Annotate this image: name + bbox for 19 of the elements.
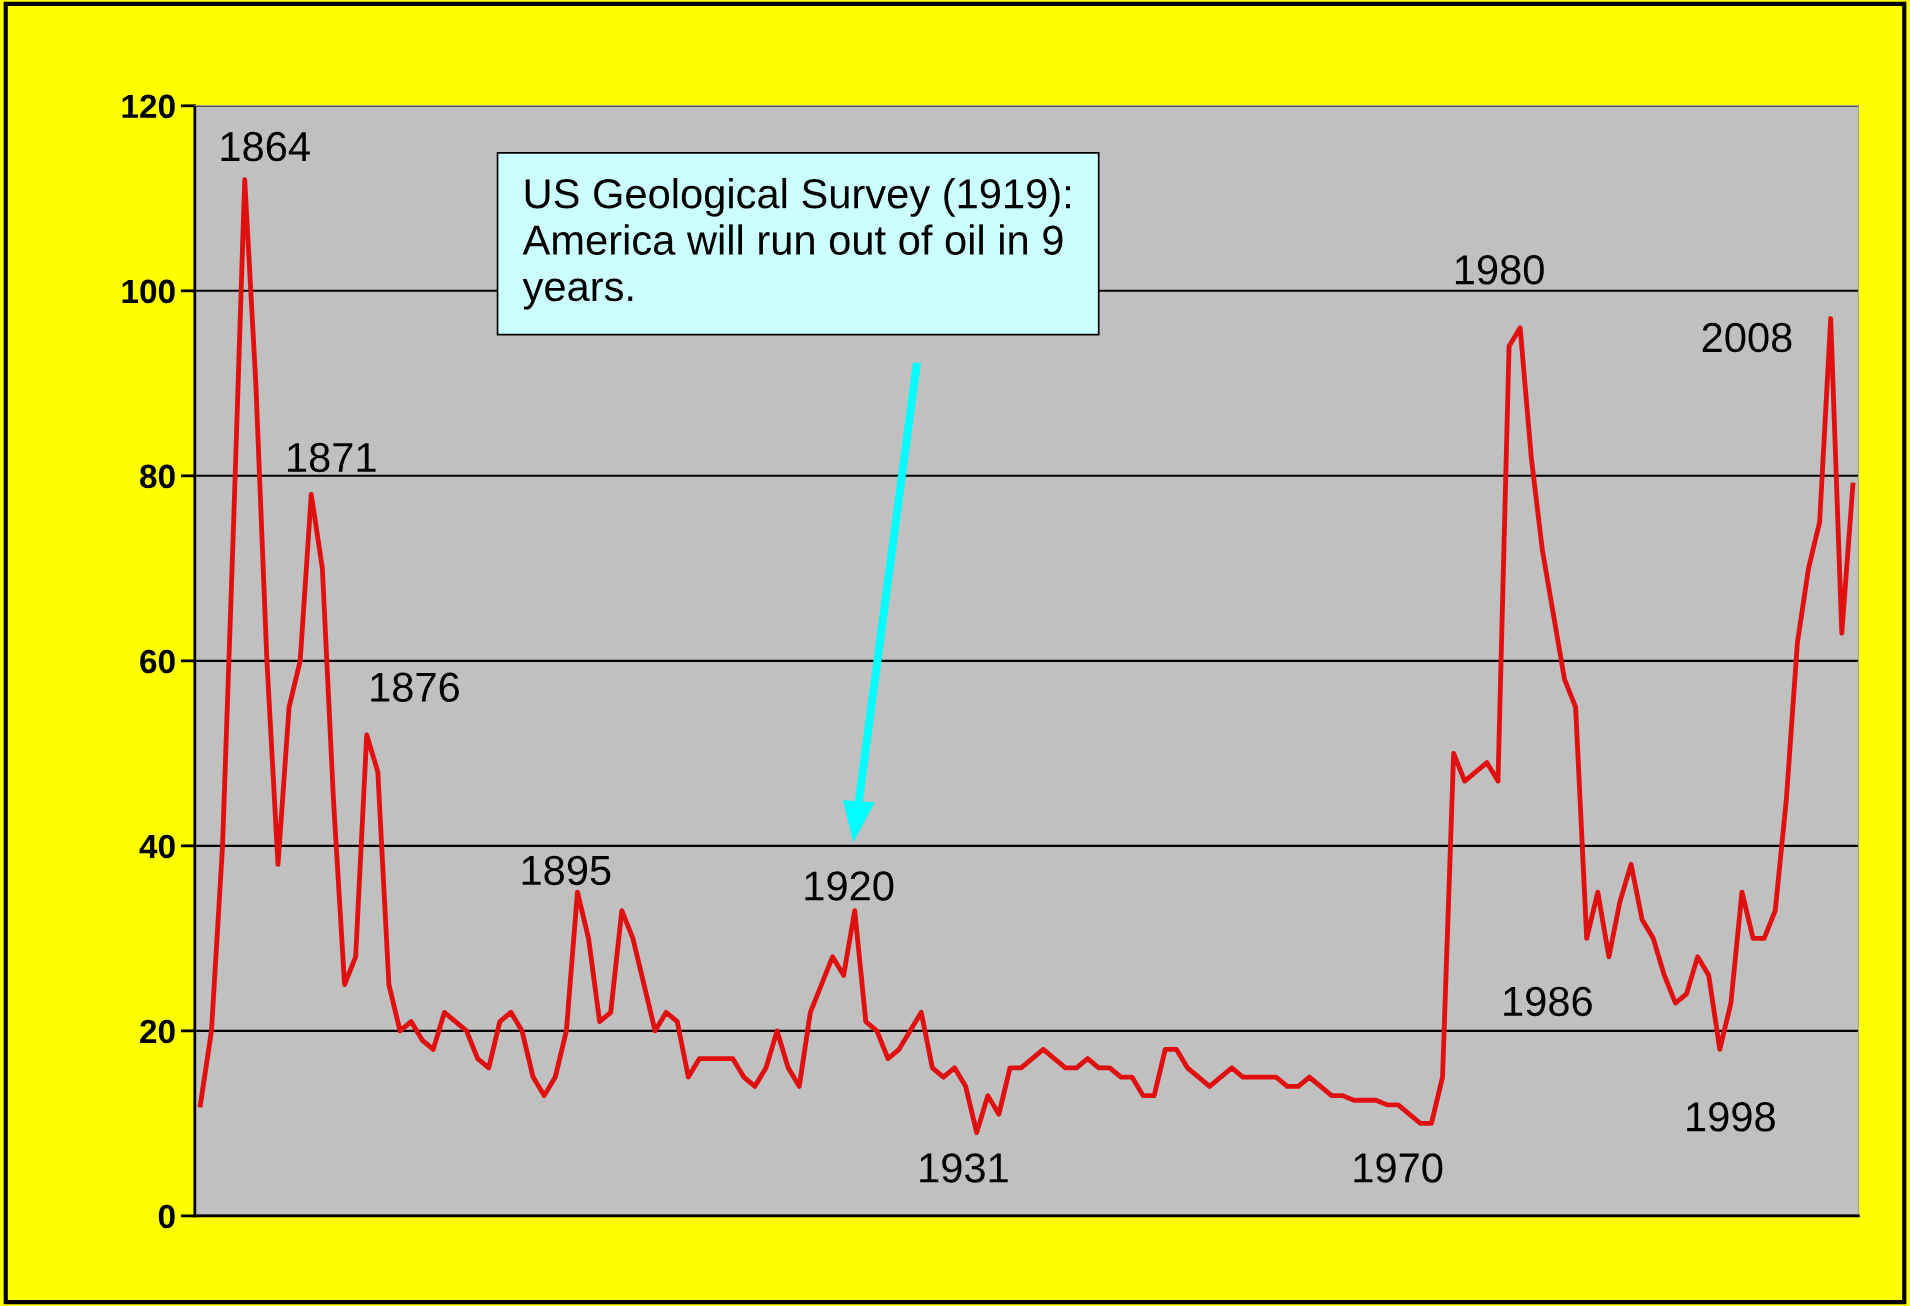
annotation: 1970	[1354, 1153, 1443, 1183]
y-tick-label: 60	[140, 649, 175, 674]
y-tick-label: 40	[139, 834, 175, 859]
annotation: 1864	[221, 131, 310, 162]
annotation: 1931	[920, 1153, 1008, 1183]
annotation: 1980	[1455, 255, 1544, 285]
annotation: 1998	[1687, 1102, 1775, 1132]
y-tick-label: 0	[158, 1204, 175, 1229]
y-tick-label: 120	[122, 94, 175, 119]
annotation: 1871	[288, 442, 376, 473]
annotation: 1920	[805, 871, 894, 901]
y-tick-label: 100	[122, 279, 175, 304]
annotation: 1986	[1504, 986, 1592, 1017]
annotation: 1876	[371, 672, 459, 702]
annotation: 1895	[522, 855, 611, 886]
annotation: US Geological Survey (1919): America will run out of oil in 9 years.	[522, 177, 1070, 310]
y-tick-label: 80	[140, 464, 175, 489]
y-tick-label: 20	[140, 1019, 175, 1044]
annotation: 2008	[1702, 322, 1792, 353]
